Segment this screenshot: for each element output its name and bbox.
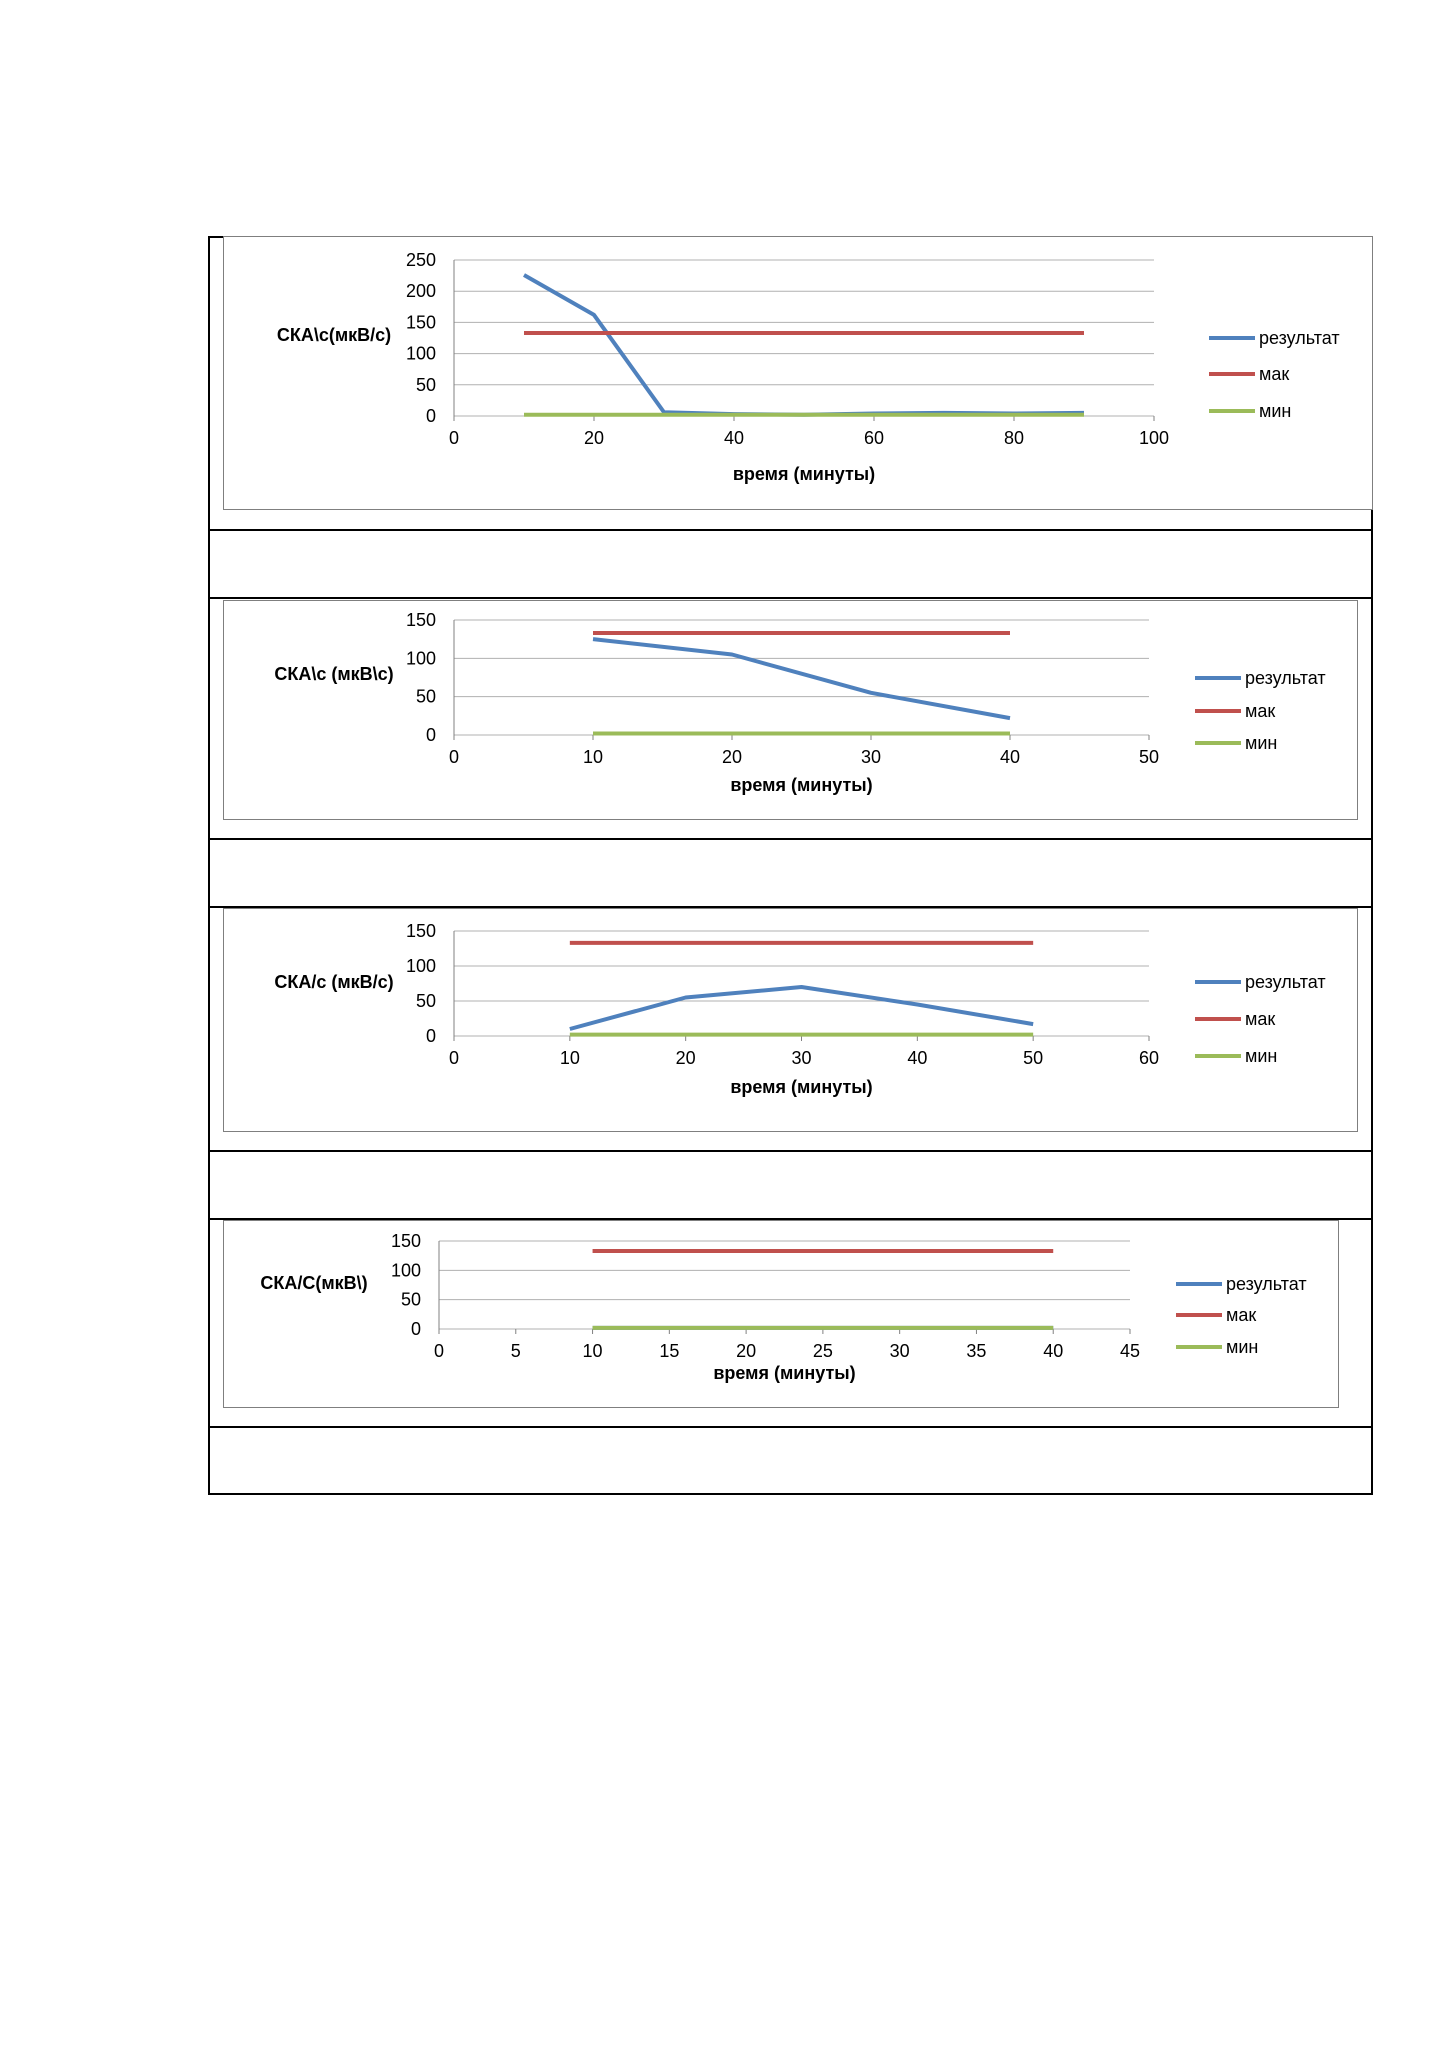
x-tick-label: 15: [659, 1341, 679, 1361]
x-tick-label: 10: [560, 1048, 580, 1068]
x-tick-label: 20: [722, 747, 742, 767]
legend-label: мин: [1245, 1046, 1277, 1066]
legend-label: мин: [1226, 1337, 1258, 1357]
chart-2: 0 50 100 150 0 10 20 30 40 50 СКА\с (мкВ\с) время (…: [274, 610, 1326, 795]
y-tick-label: 100: [406, 344, 436, 364]
legend-label: мак: [1245, 701, 1275, 721]
x-tick-label: 5: [511, 1341, 521, 1361]
y-tick-label: 250: [406, 250, 436, 270]
y-tick-label: 150: [406, 921, 436, 941]
chart-4-box: 0 50 100 150 0 5 10 15 20 25 30 35 40 45 СКА/С(мкВ\) вр…: [223, 1220, 1339, 1408]
x-tick-label: 30: [890, 1341, 910, 1361]
table-row-divider: [208, 1426, 1373, 1428]
legend-label: результат: [1245, 972, 1326, 992]
legend-label: мак: [1245, 1009, 1275, 1029]
chart-3-box: 0 50 100 150 0 10 20 30 40 50 60 СКА/с (мкВ/с) время…: [223, 908, 1358, 1132]
x-tick-label: 20: [676, 1048, 696, 1068]
x-tick-label: 0: [449, 428, 459, 448]
y-tick-label: 0: [426, 406, 436, 426]
x-tick-label: 20: [736, 1341, 756, 1361]
y-axis-label: СКА/с (мкВ/с): [274, 972, 393, 992]
legend-label: результат: [1259, 328, 1340, 348]
table-row-divider: [208, 529, 1373, 531]
x-tick-label: 20: [584, 428, 604, 448]
y-tick-label: 0: [426, 725, 436, 745]
y-axis-label: СКА\с (мкВ\с): [274, 664, 393, 684]
x-axis-label: время (минуты): [733, 464, 875, 484]
legend-label: мак: [1259, 364, 1289, 384]
table-row-divider: [208, 906, 1373, 908]
x-tick-label: 30: [861, 747, 881, 767]
y-tick-label: 50: [416, 375, 436, 395]
x-tick-label: 0: [449, 1048, 459, 1068]
legend-label: результат: [1245, 668, 1326, 688]
series-line-result: [523, 273, 1085, 417]
x-axis-label: время (минуты): [730, 1077, 872, 1097]
y-tick-label: 0: [426, 1026, 436, 1046]
y-tick-label: 200: [406, 281, 436, 301]
x-tick-label: 40: [724, 428, 744, 448]
y-tick-label: 100: [406, 956, 436, 976]
y-axis-label: СКА\с(мкВ/с): [277, 325, 391, 345]
x-tick-label: 80: [1004, 428, 1024, 448]
legend-label: мак: [1226, 1305, 1256, 1325]
series-line-result: [569, 985, 1034, 1031]
x-tick-label: 30: [791, 1048, 811, 1068]
table-row-divider: [208, 838, 1373, 840]
legend-label: результат: [1226, 1274, 1307, 1294]
y-tick-label: 100: [406, 648, 436, 668]
x-tick-label: 35: [966, 1341, 986, 1361]
legend-label: мин: [1259, 401, 1291, 421]
chart-2-box: 0 50 100 150 0 10 20 30 40 50 СКА\с (мкВ\с) время (…: [223, 600, 1358, 820]
table-row-divider: [208, 1150, 1373, 1152]
table-row-divider: [208, 1218, 1373, 1220]
x-tick-label: 10: [583, 1341, 603, 1361]
y-tick-label: 50: [416, 687, 436, 707]
chart-1: 0 50 100 150 200 250 0 20 40 60 80 100 СКА\с(мкВ/с) в…: [277, 250, 1340, 484]
y-tick-label: 50: [416, 991, 436, 1011]
legend-label: мин: [1245, 733, 1277, 753]
chart-4: 0 50 100 150 0 5 10 15 20 25 30 35 40 45 СКА/С(мкВ\) вр…: [260, 1231, 1307, 1383]
series-line-result: [592, 637, 1011, 721]
chart-1-box: 0 50 100 150 200 250 0 20 40 60 80 100 СКА\с(мкВ/с) в…: [223, 236, 1373, 510]
y-tick-label: 0: [411, 1319, 421, 1339]
x-tick-label: 60: [864, 428, 884, 448]
x-tick-label: 40: [907, 1048, 927, 1068]
y-axis-label: СКА/С(мкВ\): [260, 1273, 367, 1293]
x-tick-label: 25: [813, 1341, 833, 1361]
x-tick-label: 60: [1139, 1048, 1159, 1068]
x-tick-label: 10: [583, 747, 603, 767]
x-tick-label: 45: [1120, 1341, 1140, 1361]
y-tick-label: 150: [391, 1231, 421, 1251]
y-tick-label: 50: [401, 1290, 421, 1310]
x-tick-label: 0: [434, 1341, 444, 1361]
table-row-divider: [208, 597, 1373, 599]
y-tick-label: 150: [406, 312, 436, 332]
x-tick-label: 40: [1000, 747, 1020, 767]
y-tick-label: 100: [391, 1260, 421, 1280]
x-tick-label: 0: [449, 747, 459, 767]
x-axis-label: время (минуты): [713, 1363, 855, 1383]
y-tick-label: 150: [406, 610, 436, 630]
chart-3: 0 50 100 150 0 10 20 30 40 50 60 СКА/с (мкВ/с) время…: [274, 921, 1326, 1097]
x-tick-label: 40: [1043, 1341, 1063, 1361]
x-tick-label: 50: [1023, 1048, 1043, 1068]
x-tick-label: 100: [1139, 428, 1169, 448]
x-tick-label: 50: [1139, 747, 1159, 767]
x-axis-label: время (минуты): [730, 775, 872, 795]
